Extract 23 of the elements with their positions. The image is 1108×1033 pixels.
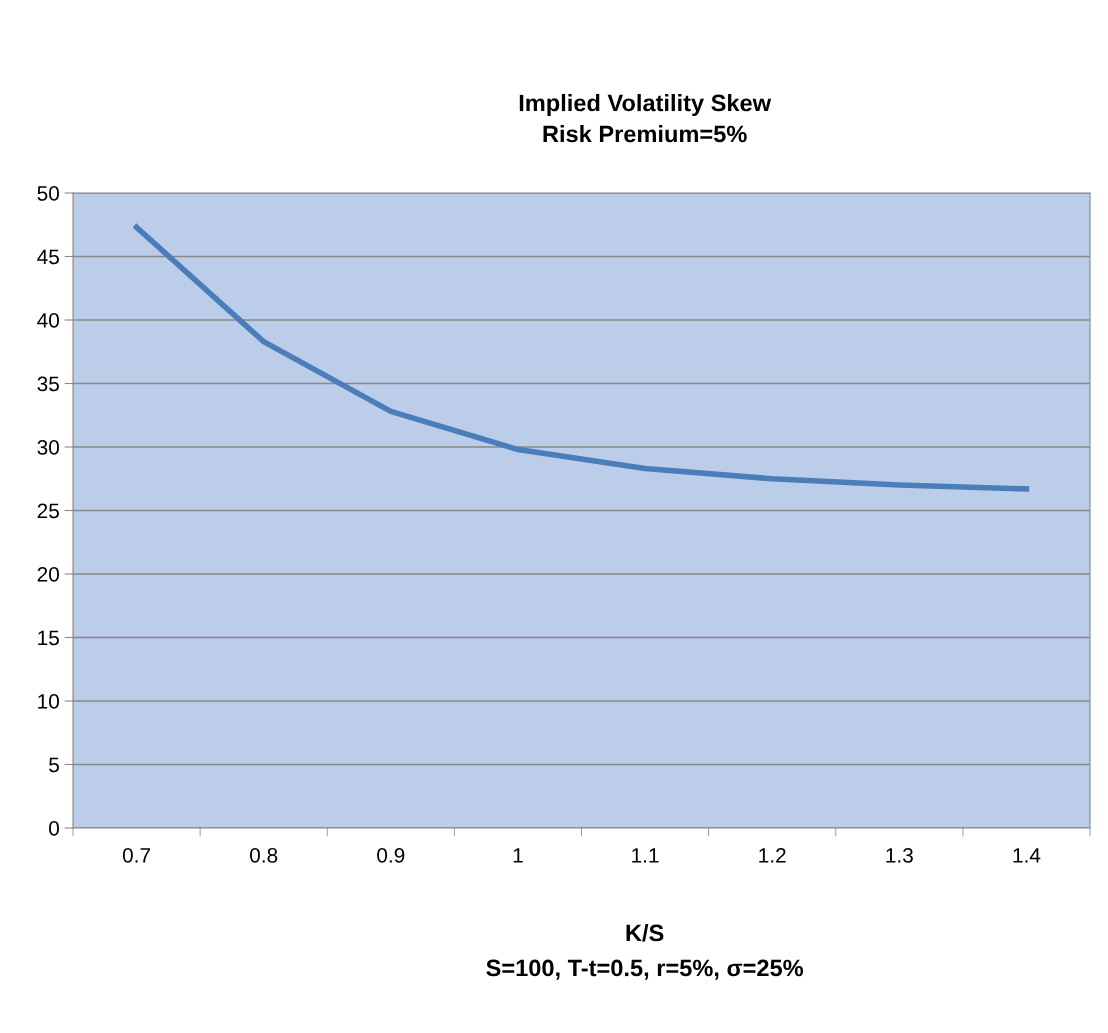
y-tick-label: 30	[37, 440, 59, 455]
y-tick-label: 10	[38, 694, 59, 709]
y-tick-label: 45	[37, 249, 59, 265]
text: S=100, T-t=0.5, r=5%, σ=25%	[486, 959, 804, 980]
x-tick-label: 1	[513, 848, 523, 863]
x-tick-label: 0.9	[377, 847, 405, 863]
x-axis-title: K/S	[626, 923, 664, 942]
y-tick-label: 0	[49, 821, 59, 836]
x-tick-label: 0.7	[122, 847, 150, 863]
y-tick-label: 5	[49, 757, 59, 773]
y-tick-label: 50	[37, 186, 59, 201]
x-tick-label: 0.8	[250, 847, 278, 863]
y-tick-label: 15	[38, 630, 59, 646]
y-tick-label: 40	[37, 313, 59, 328]
y-tick-label: 20	[37, 567, 59, 582]
x-tick-label: 1.1	[632, 848, 659, 863]
x-tick-label: 1.3	[886, 847, 913, 863]
y-tick-label: 35	[37, 376, 59, 392]
x-tick-label: 1.2	[759, 847, 786, 863]
chart-subtitle: Risk Premium=5%	[543, 125, 747, 143]
chart-title: Implied Volatility Skew	[519, 94, 772, 116]
y-tick-label: 25	[37, 503, 59, 519]
x-tick-label: 1.4	[1013, 848, 1041, 863]
